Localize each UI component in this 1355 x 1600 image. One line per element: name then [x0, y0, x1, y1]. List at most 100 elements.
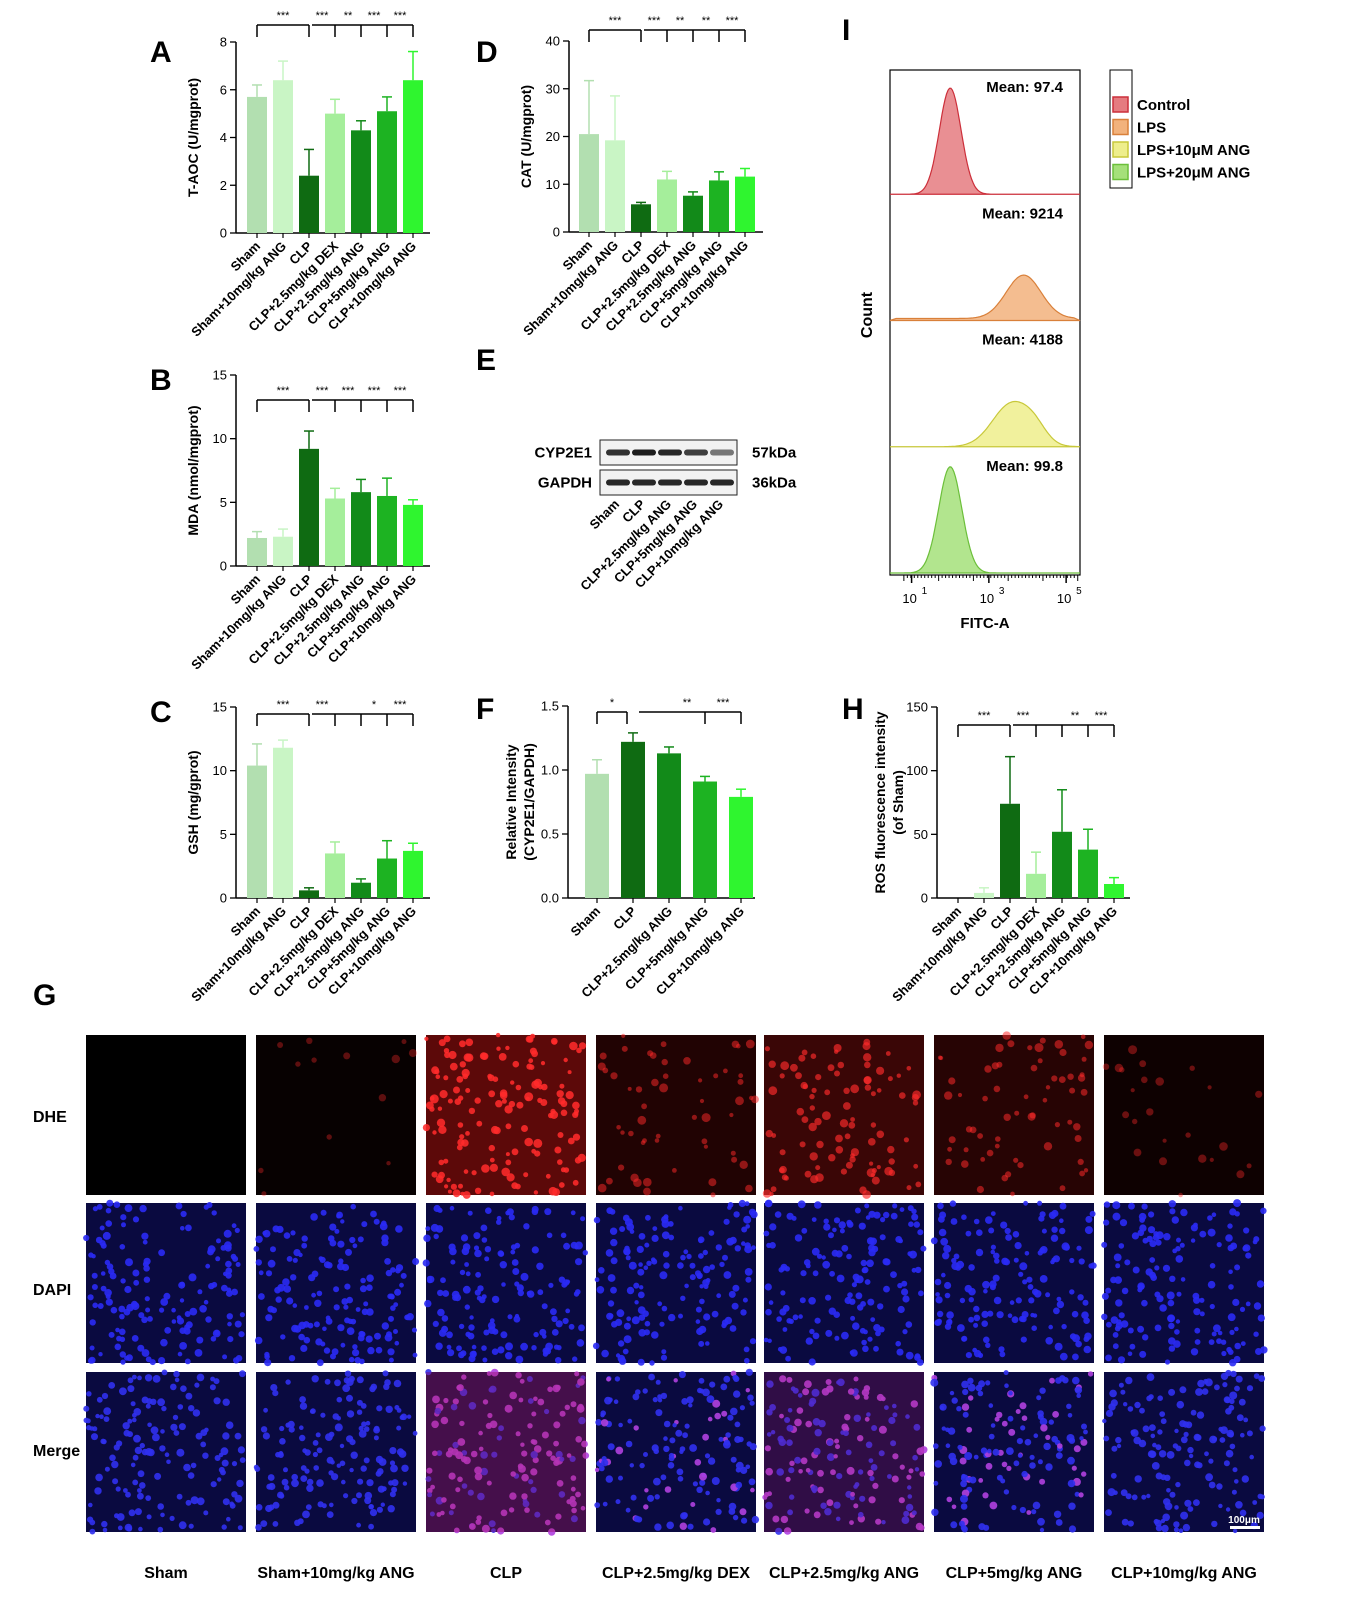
nucleus [1112, 1332, 1119, 1338]
nucleus [223, 1229, 232, 1238]
nucleus [304, 1449, 311, 1456]
nucleus [1167, 1299, 1175, 1307]
nucleus [826, 1453, 835, 1461]
nucleus [841, 1423, 849, 1431]
nucleus [498, 1251, 505, 1257]
nucleus [879, 1234, 886, 1241]
nucleus [499, 1261, 507, 1269]
nucleus [527, 1423, 533, 1429]
y-tick-label: 20 [546, 129, 560, 144]
nucleus [209, 1384, 216, 1391]
nucleus [735, 1481, 743, 1489]
nucleus [505, 1210, 511, 1216]
nucleus [1169, 1275, 1176, 1283]
nucleus [488, 1520, 496, 1528]
blot-band [658, 449, 682, 456]
nucleus [570, 1500, 577, 1508]
nucleus [91, 1272, 98, 1279]
dhe-nucleus [1185, 1132, 1191, 1138]
nucleus [976, 1229, 983, 1236]
nucleus [722, 1254, 728, 1261]
nucleus [720, 1383, 728, 1391]
nucleus [638, 1329, 646, 1337]
nucleus [376, 1506, 383, 1513]
nucleus [1072, 1334, 1080, 1343]
nucleus [231, 1223, 237, 1229]
nucleus [846, 1253, 852, 1260]
x-tick-label: CLP [610, 903, 639, 932]
nucleus [263, 1407, 268, 1413]
nucleus [458, 1323, 465, 1330]
y-tick-label: 0 [220, 559, 227, 574]
nucleus [161, 1369, 168, 1376]
dhe-nucleus [912, 1090, 921, 1100]
nucleus [657, 1394, 663, 1400]
nucleus [164, 1452, 170, 1457]
nucleus [134, 1446, 143, 1455]
dhe-nucleus [463, 1169, 469, 1174]
nucleus [1231, 1489, 1237, 1495]
nucleus [533, 1331, 539, 1338]
nucleus [398, 1450, 407, 1458]
bar [709, 180, 729, 232]
nucleus [782, 1327, 788, 1332]
nucleus [199, 1305, 207, 1313]
nucleus [1225, 1507, 1231, 1512]
nucleus [365, 1420, 371, 1426]
nucleus [830, 1469, 836, 1476]
nucleus [311, 1292, 316, 1298]
nucleus [1101, 1292, 1109, 1300]
nucleus [1229, 1329, 1235, 1335]
dhe-nucleus [790, 1063, 798, 1072]
nucleus [1240, 1432, 1245, 1438]
dhe-nucleus [556, 1090, 564, 1098]
nucleus [1190, 1409, 1197, 1416]
nucleus [379, 1222, 388, 1231]
nucleus [905, 1351, 914, 1360]
nucleus [988, 1227, 995, 1234]
nucleus [663, 1436, 668, 1441]
panel-label: E [476, 344, 496, 377]
nucleus [857, 1435, 864, 1442]
dhe-nucleus [822, 1111, 831, 1120]
nucleus [813, 1447, 821, 1455]
nucleus [1230, 1242, 1238, 1250]
nucleus [1162, 1513, 1170, 1522]
nucleus [659, 1271, 668, 1280]
nucleus [718, 1436, 724, 1442]
nucleus [99, 1414, 104, 1419]
nucleus [286, 1256, 293, 1262]
nucleus [911, 1213, 919, 1221]
nucleus [108, 1268, 115, 1275]
nucleus [767, 1491, 772, 1497]
nucleus [968, 1297, 974, 1303]
nucleus [356, 1376, 364, 1384]
nucleus [824, 1508, 832, 1516]
nucleus [384, 1379, 391, 1386]
nucleus [510, 1244, 517, 1250]
nucleus [1055, 1519, 1063, 1526]
dhe-nucleus [458, 1183, 463, 1189]
nucleus [456, 1345, 462, 1352]
mean-label: Mean: 4188 [982, 332, 1063, 349]
nucleus [678, 1371, 686, 1379]
nucleus [315, 1338, 323, 1346]
dhe-nucleus [995, 1136, 1001, 1142]
nucleus [231, 1461, 238, 1467]
micrograph-merge-5 [762, 1372, 928, 1535]
nucleus [1230, 1370, 1237, 1378]
nucleus [1039, 1275, 1048, 1283]
nucleus [990, 1423, 996, 1428]
nucleus [1219, 1437, 1226, 1443]
nucleus [864, 1203, 870, 1209]
nucleus [520, 1442, 525, 1447]
dhe-nucleus [779, 1165, 787, 1174]
nucleus [564, 1404, 570, 1411]
nucleus [866, 1259, 874, 1268]
nucleus [1113, 1490, 1118, 1495]
nucleus [699, 1284, 704, 1289]
dhe-nucleus [1039, 1037, 1046, 1044]
nucleus [122, 1422, 130, 1430]
dhe-nucleus [1003, 1113, 1011, 1122]
nucleus [1101, 1313, 1108, 1321]
